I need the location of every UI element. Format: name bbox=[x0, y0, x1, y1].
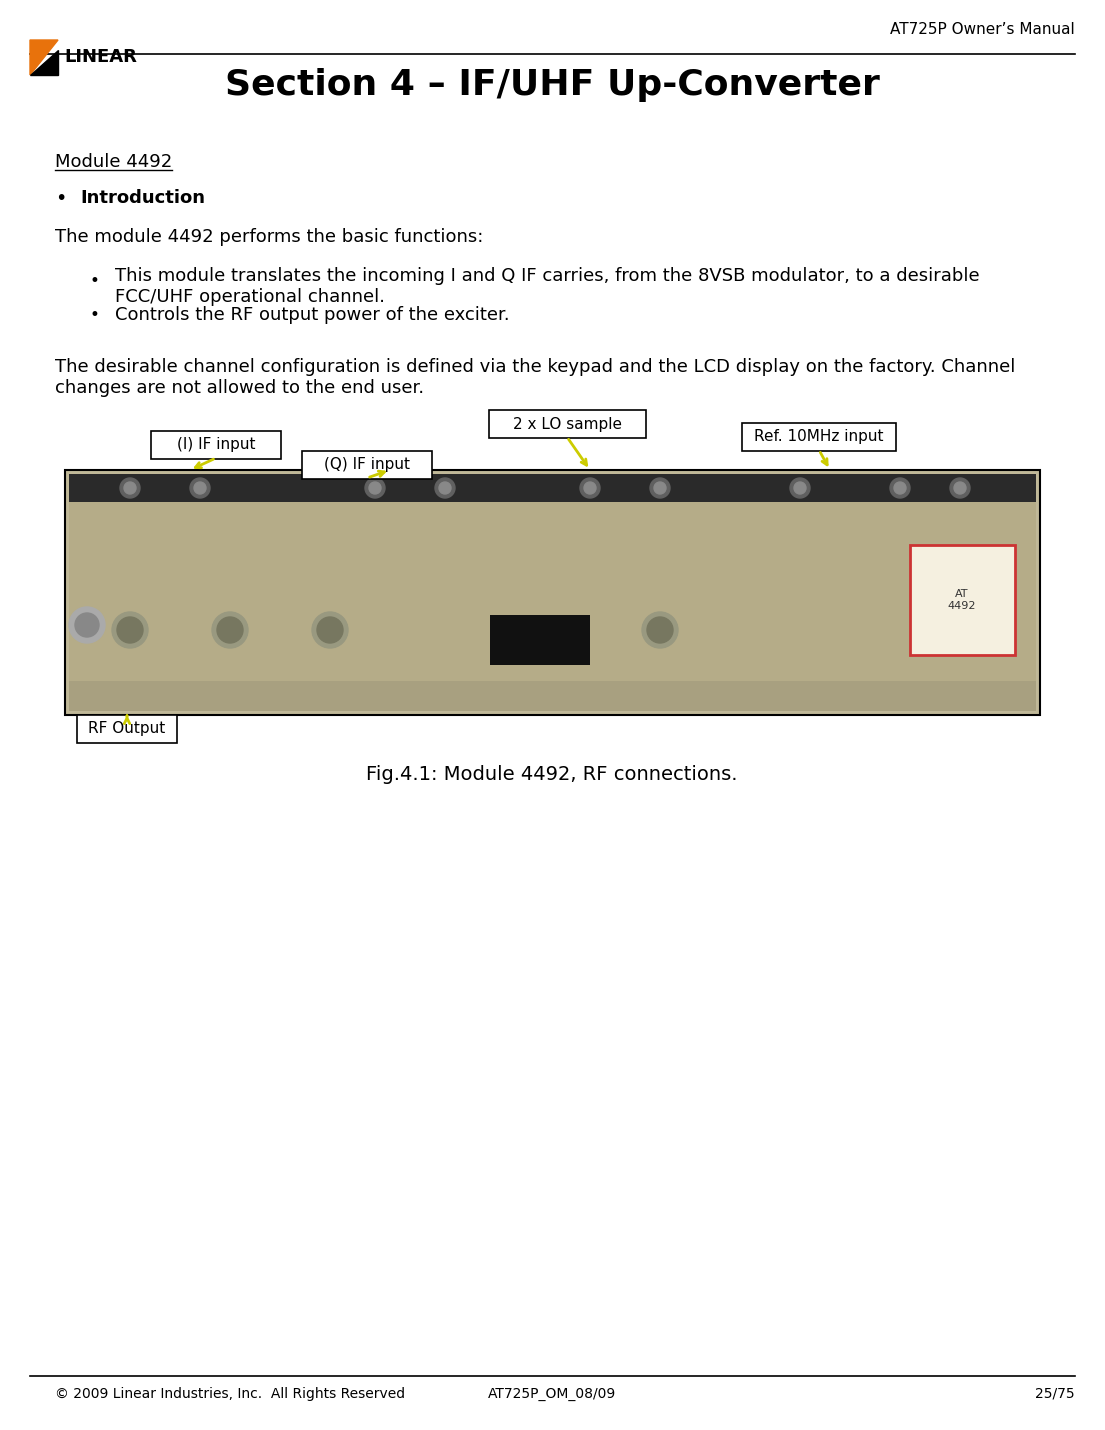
Text: Section 4 – IF/UHF Up-Converter: Section 4 – IF/UHF Up-Converter bbox=[224, 69, 880, 102]
Text: Introduction: Introduction bbox=[80, 189, 206, 207]
Text: AT725P_OM_08/09: AT725P_OM_08/09 bbox=[488, 1387, 617, 1400]
Bar bbox=[490, 615, 590, 665]
Text: (Q) IF input: (Q) IF input bbox=[324, 458, 410, 472]
FancyBboxPatch shape bbox=[741, 423, 896, 450]
Text: The desirable channel configuration is defined via the keypad and the LCD displa: The desirable channel configuration is d… bbox=[55, 358, 1015, 396]
Circle shape bbox=[312, 612, 348, 648]
Bar bbox=[69, 473, 1036, 711]
Text: •: • bbox=[90, 306, 99, 325]
Circle shape bbox=[194, 482, 206, 493]
Circle shape bbox=[654, 482, 666, 493]
Text: (I) IF input: (I) IF input bbox=[177, 438, 255, 452]
Polygon shape bbox=[30, 40, 57, 74]
Circle shape bbox=[890, 478, 911, 498]
Text: AT725P Owner’s Manual: AT725P Owner’s Manual bbox=[891, 23, 1075, 37]
Text: AT
4492: AT 4492 bbox=[948, 589, 976, 611]
Text: © 2009 Linear Industries, Inc.  All Rights Reserved: © 2009 Linear Industries, Inc. All Right… bbox=[55, 1387, 406, 1400]
Bar bbox=[911, 545, 1015, 655]
Text: Module 4492: Module 4492 bbox=[55, 153, 172, 172]
Bar bbox=[69, 473, 1036, 502]
Circle shape bbox=[69, 606, 105, 644]
Circle shape bbox=[190, 478, 210, 498]
Text: RF Output: RF Output bbox=[88, 722, 166, 736]
Text: The module 4492 performs the basic functions:: The module 4492 performs the basic funct… bbox=[55, 227, 483, 246]
Circle shape bbox=[950, 478, 970, 498]
Circle shape bbox=[894, 482, 906, 493]
Circle shape bbox=[580, 478, 600, 498]
Circle shape bbox=[650, 478, 670, 498]
FancyBboxPatch shape bbox=[77, 715, 177, 744]
Text: •: • bbox=[55, 189, 66, 207]
Text: Ref. 10MHz input: Ref. 10MHz input bbox=[755, 429, 884, 445]
Circle shape bbox=[112, 612, 148, 648]
FancyBboxPatch shape bbox=[490, 410, 646, 438]
Circle shape bbox=[794, 482, 806, 493]
Circle shape bbox=[317, 616, 343, 644]
Text: 2 x LO sample: 2 x LO sample bbox=[513, 416, 622, 432]
Circle shape bbox=[212, 612, 248, 648]
Text: 25/75: 25/75 bbox=[1035, 1387, 1075, 1400]
Text: Fig.4.1: Module 4492, RF connections.: Fig.4.1: Module 4492, RF connections. bbox=[366, 765, 738, 785]
Bar bbox=[69, 681, 1036, 711]
Circle shape bbox=[117, 616, 143, 644]
Circle shape bbox=[585, 482, 596, 493]
Text: This module translates the incoming I and Q IF carries, from the 8VSB modulator,: This module translates the incoming I an… bbox=[115, 267, 980, 306]
Circle shape bbox=[790, 478, 810, 498]
Polygon shape bbox=[30, 50, 57, 74]
Bar bbox=[65, 470, 1040, 715]
Circle shape bbox=[365, 478, 385, 498]
Text: Controls the RF output power of the exciter.: Controls the RF output power of the exci… bbox=[115, 306, 509, 325]
Circle shape bbox=[954, 482, 966, 493]
FancyBboxPatch shape bbox=[151, 430, 281, 459]
Text: LINEAR: LINEAR bbox=[64, 49, 137, 66]
Circle shape bbox=[648, 616, 673, 644]
Circle shape bbox=[124, 482, 136, 493]
FancyBboxPatch shape bbox=[302, 450, 432, 479]
Circle shape bbox=[120, 478, 140, 498]
Circle shape bbox=[217, 616, 243, 644]
Circle shape bbox=[439, 482, 451, 493]
Circle shape bbox=[435, 478, 455, 498]
Text: •: • bbox=[90, 272, 99, 290]
Circle shape bbox=[369, 482, 381, 493]
Circle shape bbox=[75, 613, 99, 636]
Circle shape bbox=[642, 612, 678, 648]
